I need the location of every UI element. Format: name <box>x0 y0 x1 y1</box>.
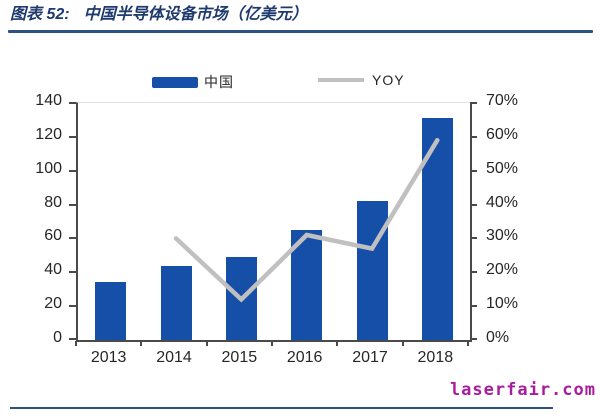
y-axis-left-label: 80 <box>44 193 62 211</box>
legend-item-china: 中国 <box>152 72 234 92</box>
x-axis-label: 2017 <box>352 349 388 366</box>
y-axis-right-tick <box>470 169 477 172</box>
y-axis-right-tick <box>470 135 477 138</box>
y-axis-left-tick <box>69 237 76 240</box>
y-axis-left-tick <box>69 338 76 340</box>
legend-line-swatch-yoy <box>318 78 364 82</box>
watermark: laserfair.com <box>449 380 596 400</box>
x-axis-tick <box>401 341 404 346</box>
x-axis-label: 2013 <box>90 349 127 366</box>
x-axis-tick <box>467 341 469 346</box>
figure-title: 图表 52: 中国半导体设备市场（亿美元） <box>10 5 308 25</box>
legend-item-yoy: YOY <box>318 72 405 88</box>
y-axis-right-label: 10% <box>486 295 519 313</box>
y-axis-right-tick <box>470 271 477 274</box>
x-axis-tick <box>140 341 143 346</box>
legend-swatch-china <box>152 76 198 88</box>
y-axis-right-label: 60% <box>486 125 519 143</box>
legend-label-yoy: YOY <box>372 72 405 88</box>
x-axis-tick <box>205 341 208 346</box>
yoy-polyline <box>173 137 440 303</box>
y-axis-left-tick <box>69 305 76 308</box>
y-axis-left-label: 20 <box>44 295 62 313</box>
x-axis-label: 2015 <box>221 349 258 366</box>
y-axis-right-label: 40% <box>486 193 519 211</box>
y-axis-right-label: 20% <box>486 261 519 279</box>
y-axis-left-tick <box>69 203 76 206</box>
y-axis-left-label: 0 <box>53 329 62 346</box>
y-axis-left-label: 120 <box>35 125 62 143</box>
y-axis-right-label: 70% <box>486 92 519 109</box>
y-axis-left-label: 60 <box>44 227 62 245</box>
y-axis-left-label: 40 <box>44 261 62 279</box>
y-axis-left-label: 140 <box>35 92 62 109</box>
x-axis-tick <box>336 341 339 346</box>
plot-area <box>76 102 472 342</box>
y-axis-right-tick <box>470 203 477 206</box>
x-axis-label: 2018 <box>417 349 454 366</box>
x-axis-tick <box>271 341 273 346</box>
y-axis-right-label: 50% <box>486 159 519 177</box>
y-axis-left-tick <box>69 169 76 172</box>
yoy-line <box>173 137 440 303</box>
bar-2014 <box>160 265 192 340</box>
bar-2017 <box>356 201 388 340</box>
y-axis-left-label: 100 <box>35 159 62 177</box>
chart-title: 中国半导体设备市场（亿美元） <box>83 6 308 23</box>
y-axis-left-tick <box>69 102 76 104</box>
y-axis-left-tick <box>69 135 76 138</box>
x-axis-label: 2016 <box>286 349 323 366</box>
legend-label-china: 中国 <box>204 74 234 90</box>
bottom-rule <box>10 407 553 409</box>
y-axis-right-tick <box>470 338 477 340</box>
y-axis-left-tick <box>69 271 76 274</box>
y-axis-right-tick <box>470 305 477 308</box>
x-axis-label: 2014 <box>156 349 192 366</box>
bar-2013 <box>95 282 127 340</box>
figure-label: 图表 52: <box>10 6 70 23</box>
x-axis-tick <box>75 341 77 346</box>
y-axis-right-label: 0% <box>486 329 510 346</box>
y-axis-right-tick <box>470 237 477 240</box>
y-axis-right-label: 30% <box>486 227 519 245</box>
title-rule <box>8 30 593 33</box>
y-axis-right-tick <box>470 102 477 104</box>
